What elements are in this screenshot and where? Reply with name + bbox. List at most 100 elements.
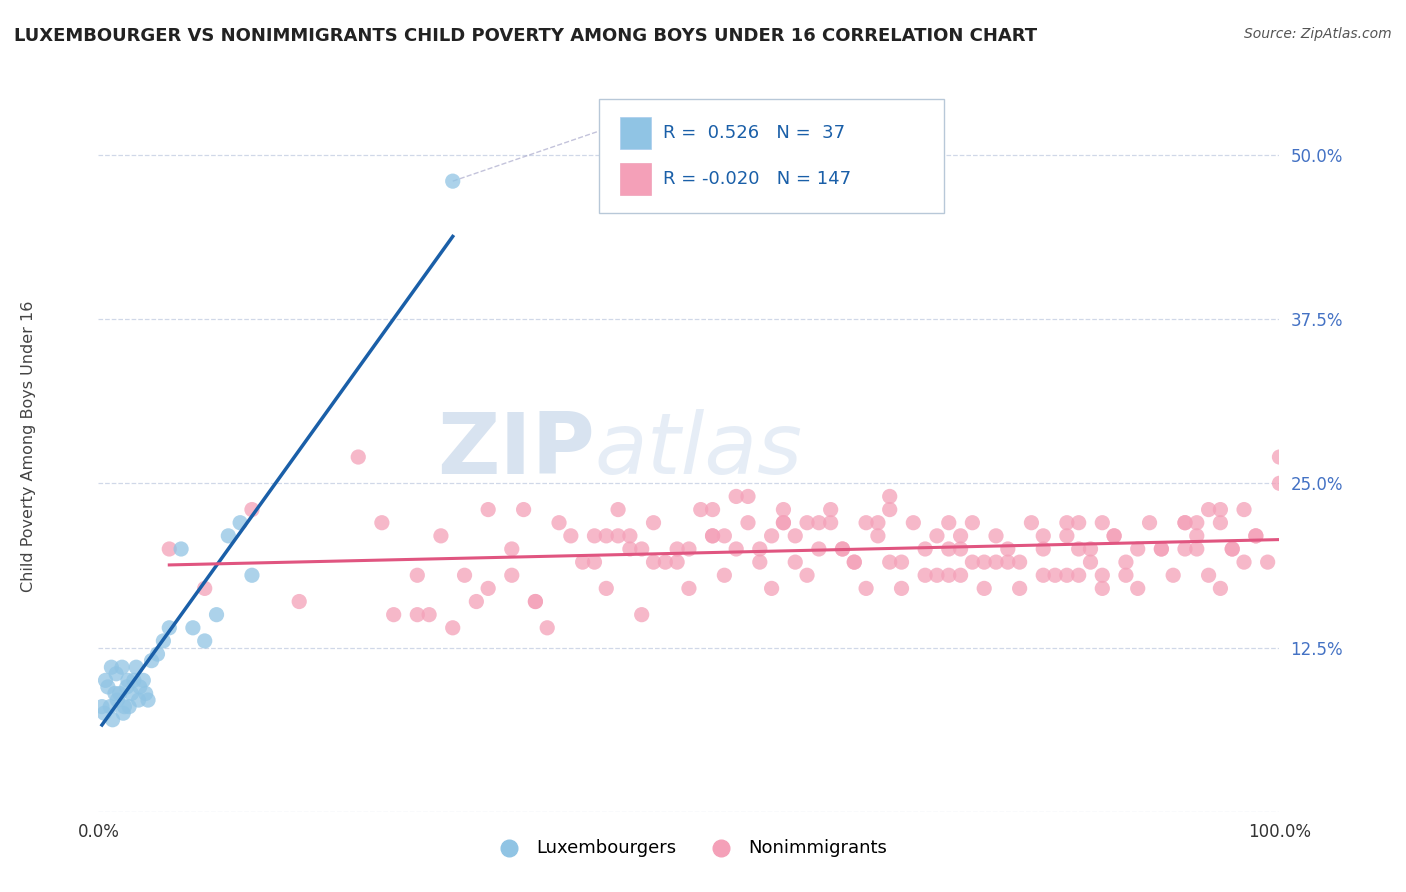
Point: [890, 582, 912, 596]
Point: [702, 529, 724, 543]
Point: [347, 450, 370, 464]
Point: [1174, 541, 1197, 556]
Point: [1233, 555, 1256, 569]
Point: [879, 502, 901, 516]
Point: [382, 607, 405, 622]
Point: [157, 541, 180, 556]
Point: [406, 568, 429, 582]
Point: [654, 555, 676, 569]
Point: [914, 541, 936, 556]
Point: [630, 607, 652, 622]
Point: [94, 673, 117, 688]
Point: [240, 568, 263, 582]
Point: [128, 680, 150, 694]
Point: [890, 555, 912, 569]
Point: [240, 502, 263, 516]
Point: [949, 529, 972, 543]
Point: [108, 686, 131, 700]
Point: [796, 568, 818, 582]
Point: [855, 516, 877, 530]
Point: [666, 541, 689, 556]
Point: [643, 555, 665, 569]
Point: [1067, 516, 1090, 530]
Point: [1021, 516, 1043, 530]
Point: [866, 529, 889, 543]
Point: [1209, 502, 1232, 516]
Point: [1032, 529, 1054, 543]
Point: [1067, 541, 1090, 556]
Point: [406, 607, 429, 622]
Point: [619, 529, 641, 543]
Point: [1174, 516, 1197, 530]
Point: [217, 529, 239, 543]
Point: [1233, 502, 1256, 516]
Point: [938, 516, 960, 530]
Point: [229, 516, 252, 530]
Point: [1139, 516, 1161, 530]
Point: [1185, 516, 1208, 530]
Point: [997, 541, 1019, 556]
Point: [98, 699, 121, 714]
Point: [1102, 529, 1125, 543]
Point: [418, 607, 440, 622]
Point: [501, 568, 523, 582]
Point: [938, 568, 960, 582]
Text: R =  0.526   N =  37: R = 0.526 N = 37: [662, 124, 845, 142]
Point: [785, 529, 807, 543]
Point: [1091, 516, 1114, 530]
Point: [91, 699, 114, 714]
Point: [973, 555, 995, 569]
Point: [925, 568, 948, 582]
Point: [831, 541, 853, 556]
Point: [1091, 568, 1114, 582]
Point: [962, 516, 984, 530]
Point: [1209, 516, 1232, 530]
Point: [146, 647, 169, 661]
Point: [702, 502, 724, 516]
Point: [772, 516, 794, 530]
Point: [430, 529, 453, 543]
Point: [128, 693, 150, 707]
Point: [288, 594, 311, 608]
Point: [1185, 541, 1208, 556]
Point: [465, 594, 488, 608]
Text: R = -0.020   N = 147: R = -0.020 N = 147: [662, 170, 851, 188]
Text: Child Poverty Among Boys Under 16: Child Poverty Among Boys Under 16: [21, 301, 35, 591]
Text: LUXEMBOURGER VS NONIMMIGRANTS CHILD POVERTY AMONG BOYS UNDER 16 CORRELATION CHAR: LUXEMBOURGER VS NONIMMIGRANTS CHILD POVE…: [14, 27, 1038, 45]
Point: [1056, 529, 1078, 543]
Point: [713, 568, 735, 582]
Point: [125, 660, 148, 674]
Point: [1220, 541, 1243, 556]
Point: [725, 541, 748, 556]
Point: [796, 516, 818, 530]
Point: [772, 502, 794, 516]
Point: [1102, 529, 1125, 543]
Point: [118, 699, 141, 714]
Point: [1032, 541, 1054, 556]
Point: [477, 502, 499, 516]
Point: [122, 673, 145, 688]
Point: [1198, 502, 1220, 516]
Point: [1115, 555, 1137, 569]
Point: [678, 541, 700, 556]
Point: [984, 555, 1007, 569]
Point: [772, 516, 794, 530]
Point: [371, 516, 394, 530]
Point: [855, 582, 877, 596]
Point: [1244, 529, 1267, 543]
Point: [666, 555, 689, 569]
Point: [1032, 568, 1054, 582]
Point: [117, 673, 139, 688]
Point: [879, 490, 901, 504]
Point: [194, 634, 217, 648]
Point: [1257, 555, 1279, 569]
Point: [844, 555, 866, 569]
Point: [619, 541, 641, 556]
Point: [101, 713, 124, 727]
Point: [831, 541, 853, 556]
Point: [1268, 450, 1291, 464]
Point: [93, 706, 115, 721]
Point: [1150, 541, 1173, 556]
Point: [1043, 568, 1066, 582]
Point: [524, 594, 547, 608]
